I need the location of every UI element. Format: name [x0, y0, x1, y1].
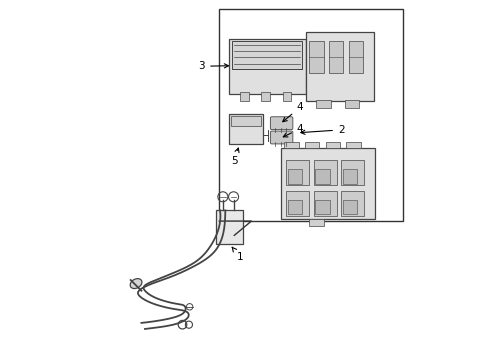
Text: 2: 2 — [301, 125, 344, 135]
Bar — [316, 200, 330, 214]
Bar — [305, 143, 319, 148]
Bar — [288, 200, 302, 214]
Text: 3: 3 — [198, 61, 228, 71]
Bar — [231, 116, 261, 126]
Bar — [240, 93, 248, 102]
Bar — [288, 169, 302, 184]
Bar — [341, 191, 364, 216]
Bar — [348, 41, 363, 73]
Text: 5: 5 — [231, 148, 239, 166]
FancyBboxPatch shape — [270, 131, 293, 144]
Bar — [261, 93, 270, 102]
Bar — [341, 160, 364, 185]
Bar — [284, 143, 298, 148]
Bar — [306, 32, 373, 102]
Bar — [317, 100, 331, 108]
Bar — [286, 191, 309, 216]
Bar — [286, 160, 309, 185]
Text: 1: 1 — [232, 247, 244, 262]
Bar — [217, 210, 243, 244]
Bar — [316, 169, 330, 184]
Bar — [309, 41, 323, 73]
Bar — [329, 41, 343, 73]
Bar — [346, 143, 361, 148]
Bar — [229, 114, 263, 144]
Bar — [343, 200, 357, 214]
Bar — [343, 169, 357, 184]
Ellipse shape — [130, 279, 142, 289]
Bar — [314, 191, 337, 216]
Bar — [229, 39, 306, 94]
Bar — [281, 148, 375, 219]
FancyBboxPatch shape — [270, 117, 293, 130]
Bar — [220, 9, 403, 221]
Bar — [345, 100, 359, 108]
Text: 4: 4 — [283, 102, 303, 122]
Bar — [283, 93, 292, 102]
Text: 4: 4 — [283, 124, 303, 137]
Bar — [314, 160, 337, 185]
Bar — [326, 143, 340, 148]
Bar — [232, 41, 302, 69]
Bar — [309, 219, 323, 226]
